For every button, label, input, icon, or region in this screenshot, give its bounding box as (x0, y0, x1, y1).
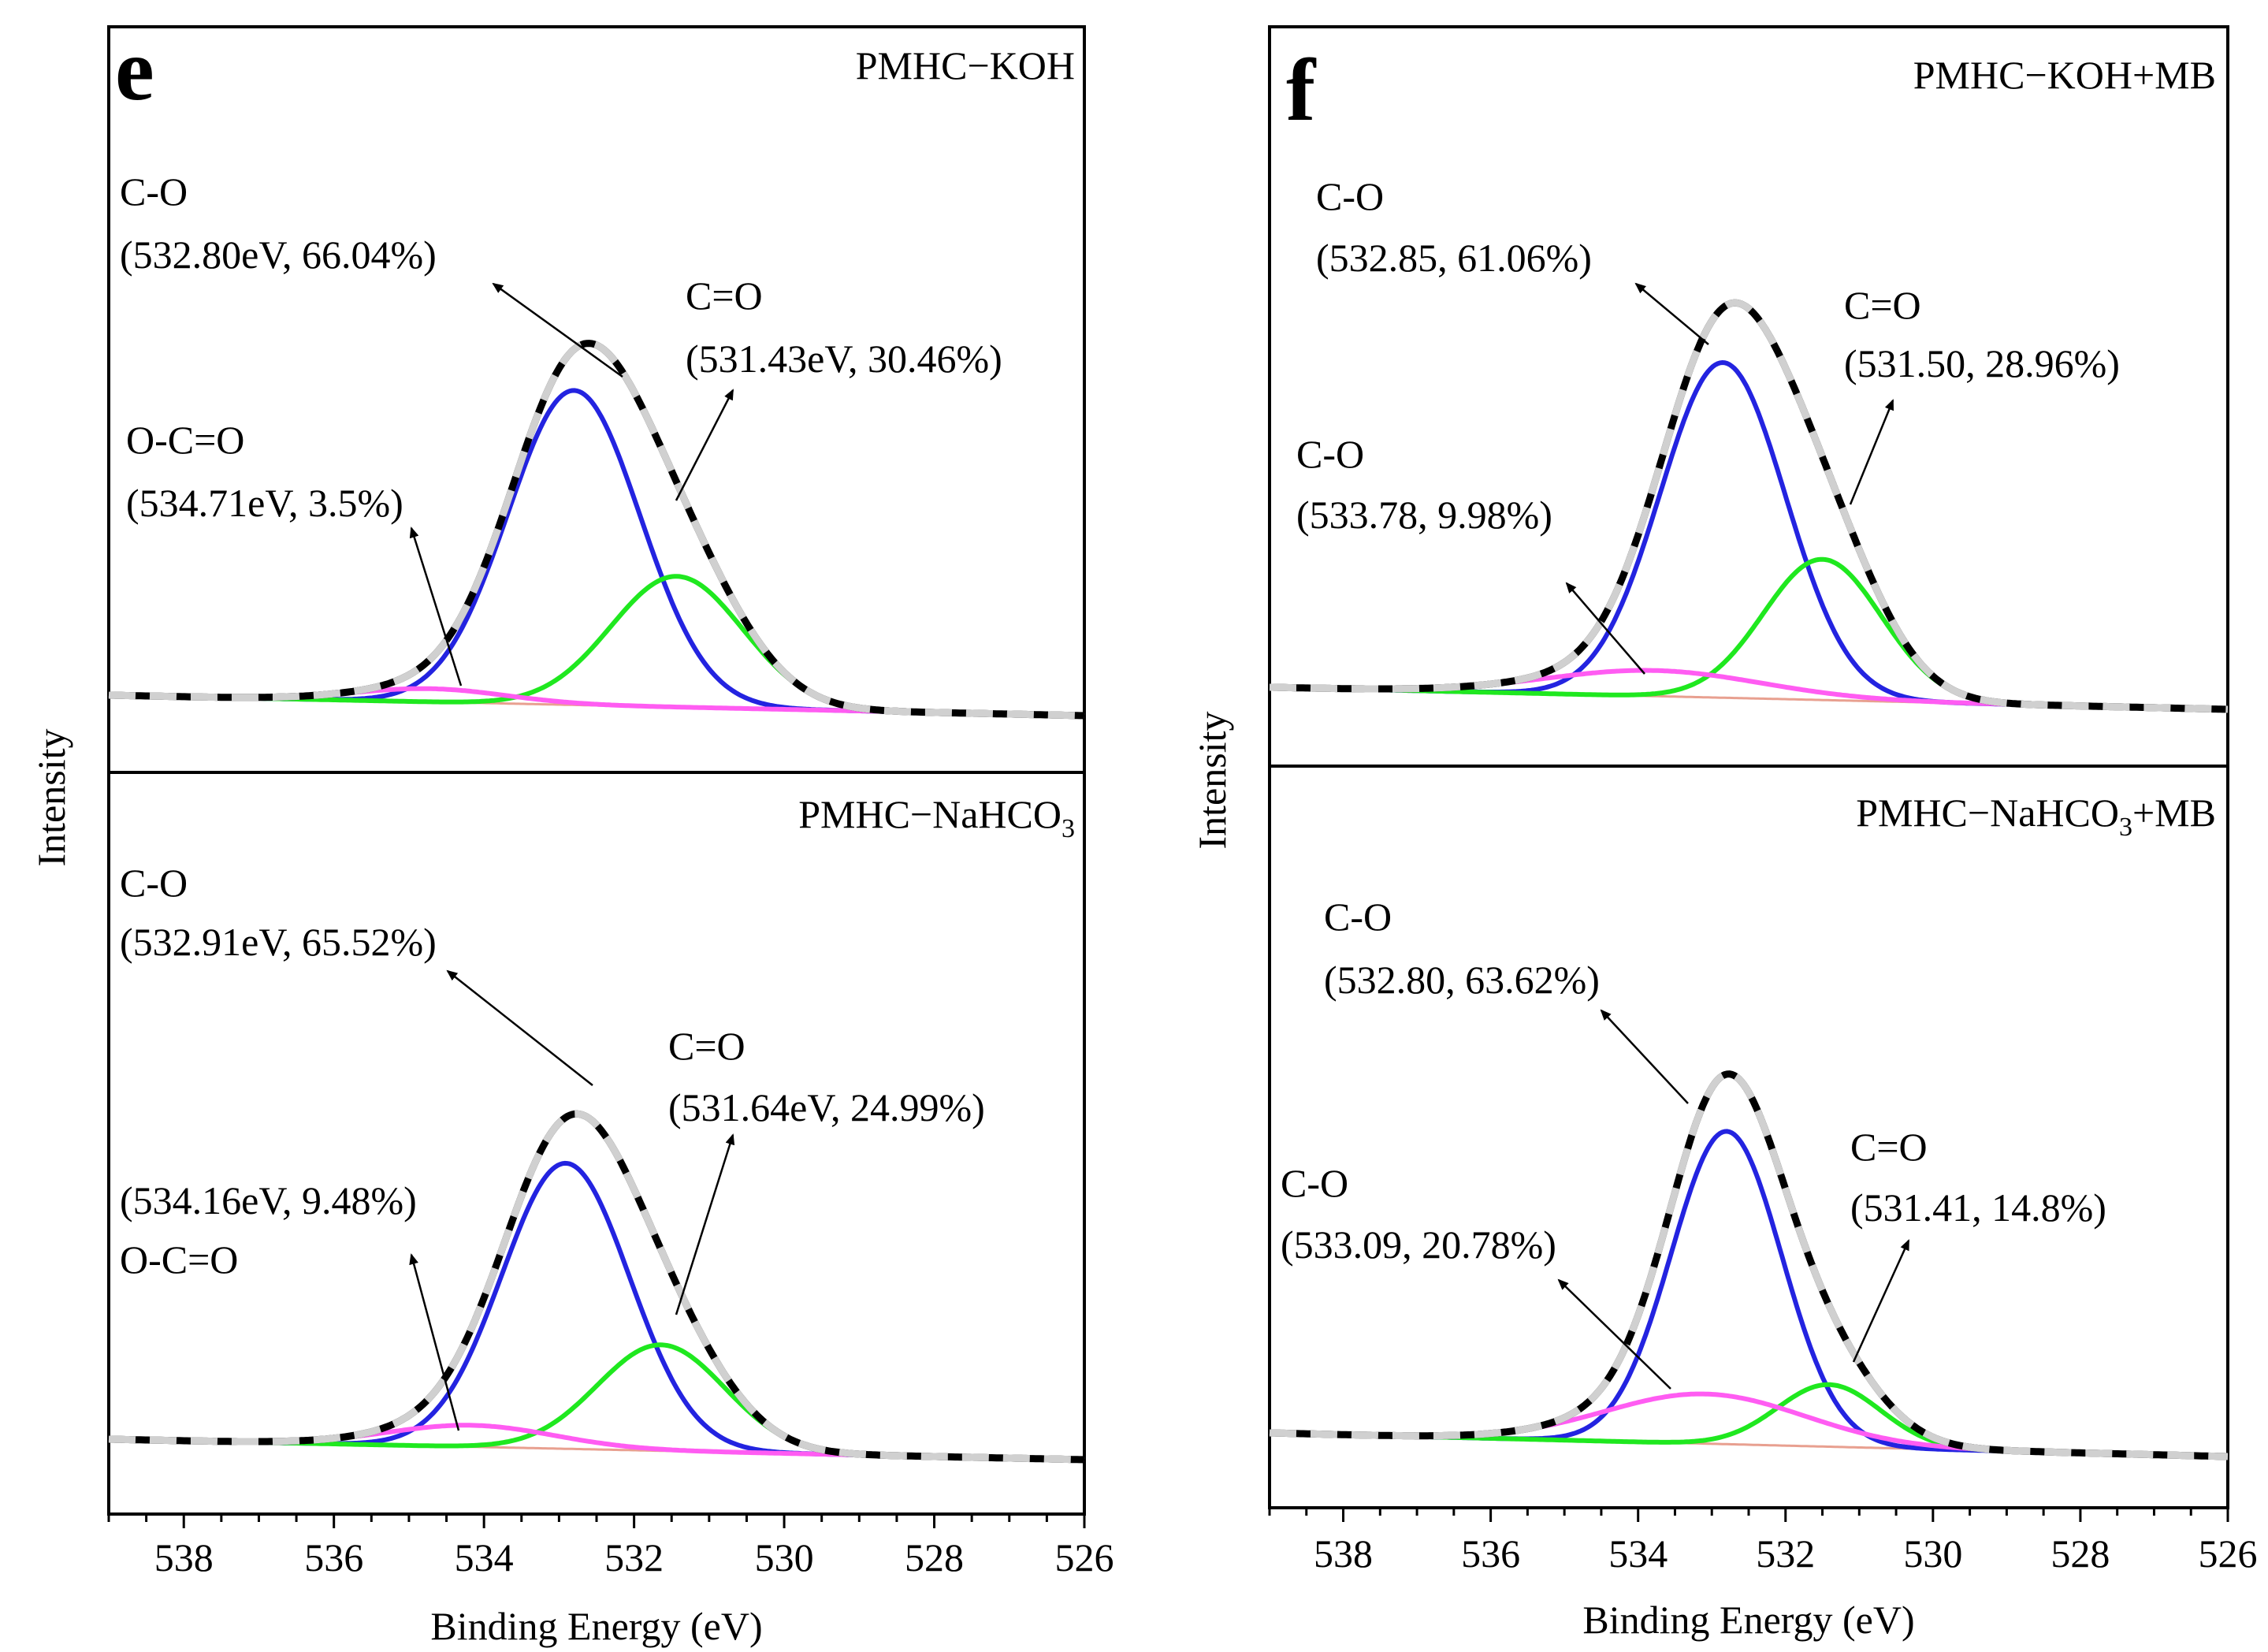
annotation-arrow (1852, 1239, 1910, 1363)
annotation-value: (531.41, 14.8%) (1850, 1185, 2106, 1230)
x-tick-label: 526 (1055, 1535, 1114, 1579)
curve-c-o (1269, 1129, 2229, 1459)
annotation-label: C=O (1844, 283, 1921, 327)
raw-data-curve (1269, 1070, 2229, 1460)
y-axis-label: Intensity (29, 729, 73, 867)
annotation-label: C-O (1296, 432, 1364, 476)
annotation-arrow (1849, 399, 1894, 505)
annotation-c-o: C-O (532.85, 61.06%) (1316, 174, 1709, 345)
annotation-label: C-O (120, 861, 188, 905)
curves (1269, 299, 2229, 713)
annotation-arrow (1565, 582, 1645, 675)
column-right: f PMHC−KOH+MB C-O (532.85, 61.06%) C=O (… (1190, 25, 2258, 1642)
annotation-label: C=O (1850, 1125, 1928, 1169)
x-tick-label: 534 (1608, 1531, 1668, 1576)
annotation-label: O-C=O (120, 1237, 238, 1282)
panel-e-lower: PMHC−NaHCO3 C-O (532.91eV, 65.52%) C=O (… (107, 771, 1086, 1516)
panel-frame (1268, 25, 2229, 768)
annotation-arrow (409, 1253, 460, 1431)
x-axis-right: 538 536 534 532 530 528 526 Binding Energy (eV… (1268, 1508, 2258, 1642)
x-tick-label: 536 (1461, 1531, 1520, 1576)
annotation-value: (531.43eV, 30.46%) (686, 337, 1002, 381)
x-tick-label: 534 (455, 1535, 514, 1579)
panel-frame (1268, 765, 2229, 1509)
annotation-value: (533.78, 9.98%) (1296, 493, 1552, 537)
annotation-c-o: C-O (532.80eV, 66.04%) (120, 169, 623, 378)
x-ticks: 538 536 534 532 530 528 526 (1268, 1508, 2258, 1576)
x-tick-label: 528 (905, 1535, 964, 1579)
panel-title: PMHC−NaHCO3+MB (1856, 791, 2216, 842)
x-tick-label: 538 (1314, 1531, 1373, 1576)
annotation-c-o: C-O (532.80, 63.62%) (1324, 895, 1689, 1104)
annotation-c-o-2: C-O (533.78, 9.98%) (1296, 432, 1645, 675)
annotation-label: C-O (1316, 174, 1384, 218)
annotation-c=o: C=O (531.41, 14.8%) (1850, 1125, 2106, 1363)
panel-f: f PMHC−KOH+MB C-O (532.85, 61.06%) C=O (… (1268, 25, 2229, 768)
annotation-c=o: C=O (531.50, 28.96%) (1844, 283, 2120, 505)
annotation-value: (534.71eV, 3.5%) (126, 481, 403, 525)
x-axis-label: Binding Energy (eV) (430, 1604, 762, 1648)
annotation-o-c=o: O-C=O (534.71eV, 3.5%) (126, 418, 463, 686)
x-tick-label: 530 (1903, 1531, 1962, 1576)
annotation-c-o: C-O (532.91eV, 65.52%) (120, 861, 593, 1086)
panel-frame (107, 25, 1086, 774)
panel-frame (107, 771, 1086, 1516)
x-tick-label: 532 (1756, 1531, 1815, 1576)
annotation-value: (531.64eV, 24.99%) (668, 1085, 985, 1129)
annotation-arrow (1634, 282, 1709, 345)
panel-f-lower: PMHC−NaHCO3+MB C-O (532.80, 63.62%) C=O … (1268, 765, 2229, 1509)
column-left: e PMHC−KOH C-O (532.80eV, 66.04%) C=O (5… (29, 21, 1114, 1648)
x-tick-label: 536 (304, 1535, 363, 1579)
curves (108, 340, 1085, 720)
panel-e: e PMHC−KOH C-O (532.80eV, 66.04%) C=O (5… (107, 21, 1086, 774)
x-tick-label: 538 (154, 1535, 214, 1579)
annotation-c=o: C=O (531.43eV, 30.46%) (675, 273, 1002, 501)
panel-title: PMHC−NaHCO3 (798, 792, 1075, 843)
annotation-label: O-C=O (126, 418, 244, 462)
annotation-c-o-2: C-O (533.09, 20.78%) (1281, 1161, 1671, 1390)
annotation-label: C-O (1324, 895, 1392, 939)
y-axis-label: Intensity (1190, 712, 1234, 850)
annotation-c=o: C=O (531.64eV, 24.99%) (668, 1024, 985, 1315)
x-axis-left: 538 536 534 532 530 528 526 Binding Energy (eV… (107, 1514, 1114, 1648)
annotation-value: (532.85, 61.06%) (1316, 236, 1592, 280)
raw-data-curve (1270, 299, 2229, 713)
annotation-value: (533.09, 20.78%) (1281, 1222, 1556, 1267)
annotation-arrow (675, 1133, 735, 1315)
x-tick-label: 532 (604, 1535, 664, 1579)
annotation-arrow (675, 389, 734, 501)
panel-letter: f (1286, 42, 1317, 140)
x-tick-label: 528 (2050, 1531, 2110, 1576)
annotation-value: (532.80eV, 66.04%) (120, 233, 437, 277)
envelope-fit (108, 340, 1085, 720)
annotation-arrow (409, 526, 463, 686)
annotation-arrow (446, 969, 593, 1086)
envelope-fit (108, 1110, 1085, 1464)
x-ticks: 538 536 534 532 530 528 526 (107, 1514, 1114, 1579)
panel-letter: e (115, 21, 154, 119)
panel-title: PMHC−KOH (856, 43, 1075, 87)
raw-data-curve (108, 1110, 1085, 1464)
annotation-label: C-O (1281, 1161, 1348, 1205)
annotation-value: (532.91eV, 65.52%) (120, 920, 437, 964)
raw-data-curve (108, 340, 1085, 720)
annotation-value: (532.80, 63.62%) (1324, 958, 1600, 1002)
annotation-arrow (1600, 1009, 1689, 1104)
annotation-label: C-O (120, 169, 188, 214)
x-tick-label: 526 (2199, 1531, 2258, 1576)
annotation-o-c=o: (534.16eV, 9.48%) O-C=O (120, 1178, 460, 1431)
annotation-value: (531.50, 28.96%) (1844, 341, 2120, 385)
annotation-arrow (1557, 1278, 1671, 1390)
curves (108, 1110, 1085, 1464)
x-tick-label: 530 (755, 1535, 814, 1579)
annotation-label: C=O (668, 1024, 745, 1068)
annotation-value: (534.16eV, 9.48%) (120, 1178, 417, 1222)
curves (1269, 1070, 2229, 1460)
annotation-label: C=O (686, 273, 763, 318)
panel-title: PMHC−KOH+MB (1913, 53, 2216, 97)
x-axis-label: Binding Energy (eV) (1582, 1598, 1914, 1642)
curve-c-o (108, 388, 1085, 718)
annotation-arrow (492, 282, 623, 378)
